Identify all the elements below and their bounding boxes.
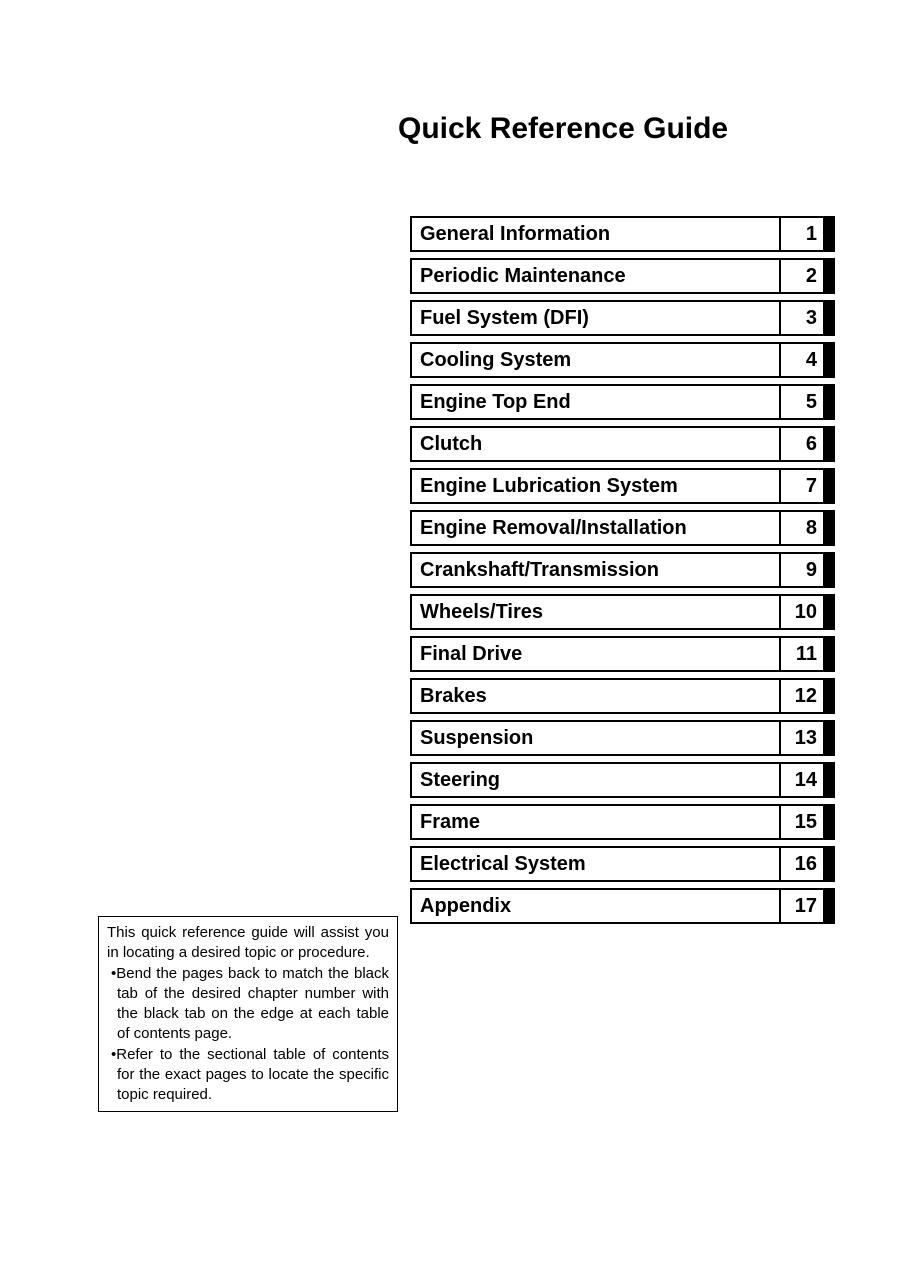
toc-tab: [823, 636, 835, 672]
toc-row: Wheels/Tires 10: [410, 594, 835, 630]
toc-tab: [823, 258, 835, 294]
toc-label: Suspension: [410, 720, 781, 756]
toc-row: Periodic Maintenance 2: [410, 258, 835, 294]
toc-number: 15: [781, 804, 823, 840]
toc-container: General Information 1 Periodic Maintenan…: [410, 216, 835, 930]
toc-number: 1: [781, 216, 823, 252]
toc-tab: [823, 846, 835, 882]
toc-number: 11: [781, 636, 823, 672]
toc-label: General Information: [410, 216, 781, 252]
toc-label: Frame: [410, 804, 781, 840]
toc-row: Steering 14: [410, 762, 835, 798]
toc-label: Cooling System: [410, 342, 781, 378]
toc-row: Engine Lubrication System 7: [410, 468, 835, 504]
toc-number: 2: [781, 258, 823, 294]
toc-number: 8: [781, 510, 823, 546]
toc-row: Engine Removal/Installation 8: [410, 510, 835, 546]
toc-row: Final Drive 11: [410, 636, 835, 672]
toc-number: 17: [781, 888, 823, 924]
toc-tab: [823, 552, 835, 588]
toc-number: 4: [781, 342, 823, 378]
toc-number: 10: [781, 594, 823, 630]
toc-row: Engine Top End 5: [410, 384, 835, 420]
toc-number: 5: [781, 384, 823, 420]
toc-tab: [823, 384, 835, 420]
toc-label: Electrical System: [410, 846, 781, 882]
info-bullet: •Refer to the sectional table of content…: [107, 1045, 389, 1106]
toc-tab: [823, 594, 835, 630]
toc-label: Steering: [410, 762, 781, 798]
toc-label: Crankshaft/Transmission: [410, 552, 781, 588]
toc-tab: [823, 678, 835, 714]
toc-label: Engine Removal/Installation: [410, 510, 781, 546]
toc-row: Cooling System 4: [410, 342, 835, 378]
toc-label: Fuel System (DFI): [410, 300, 781, 336]
toc-label: Engine Lubrication System: [410, 468, 781, 504]
toc-number: 6: [781, 426, 823, 462]
toc-label: Appendix: [410, 888, 781, 924]
toc-label: Wheels/Tires: [410, 594, 781, 630]
toc-row: Brakes 12: [410, 678, 835, 714]
toc-number: 16: [781, 846, 823, 882]
toc-tab: [823, 510, 835, 546]
toc-tab: [823, 762, 835, 798]
toc-tab: [823, 300, 835, 336]
toc-label: Engine Top End: [410, 384, 781, 420]
toc-row: Suspension 13: [410, 720, 835, 756]
info-box: This quick reference guide will assist y…: [98, 916, 398, 1112]
toc-label: Clutch: [410, 426, 781, 462]
toc-label: Final Drive: [410, 636, 781, 672]
toc-tab: [823, 426, 835, 462]
page-title: Quick Reference Guide: [398, 112, 728, 146]
toc-number: 12: [781, 678, 823, 714]
toc-number: 3: [781, 300, 823, 336]
toc-label: Brakes: [410, 678, 781, 714]
toc-tab: [823, 888, 835, 924]
toc-tab: [823, 804, 835, 840]
toc-row: Frame 15: [410, 804, 835, 840]
toc-row: Appendix 17: [410, 888, 835, 924]
toc-number: 9: [781, 552, 823, 588]
toc-number: 14: [781, 762, 823, 798]
toc-tab: [823, 720, 835, 756]
toc-tab: [823, 216, 835, 252]
toc-row: Electrical System 16: [410, 846, 835, 882]
toc-row: Fuel System (DFI) 3: [410, 300, 835, 336]
info-bullet: •Bend the pages back to match the black …: [107, 964, 389, 1045]
toc-number: 7: [781, 468, 823, 504]
toc-row: Crankshaft/Transmission 9: [410, 552, 835, 588]
toc-label: Periodic Maintenance: [410, 258, 781, 294]
info-intro: This quick reference guide will assist y…: [107, 923, 389, 964]
toc-tab: [823, 342, 835, 378]
toc-row: Clutch 6: [410, 426, 835, 462]
toc-number: 13: [781, 720, 823, 756]
toc-row: General Information 1: [410, 216, 835, 252]
toc-tab: [823, 468, 835, 504]
